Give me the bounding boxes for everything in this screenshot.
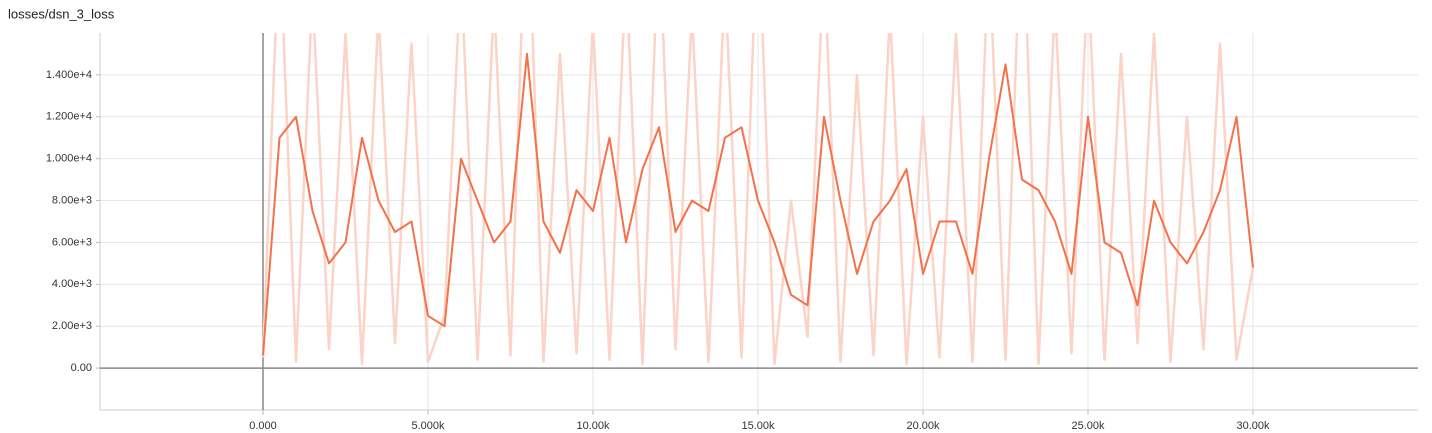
x-tick-label: 30.00k	[1236, 420, 1270, 432]
x-tick-label: 0.000	[249, 420, 277, 432]
series-line	[261, 33, 1255, 366]
x-tick-label: 15.00k	[741, 420, 775, 432]
plot-area	[261, 33, 1255, 366]
grid	[99, 33, 1418, 411]
x-tick-label: 20.00k	[906, 420, 940, 432]
y-tick-label: 1.000e+4	[46, 153, 92, 165]
series-line	[262, 52, 1254, 356]
y-tick-label: 2.00e+3	[52, 320, 92, 332]
y-tick-label: 0.00	[71, 362, 92, 374]
x-tick-label: 5.000k	[411, 420, 445, 432]
x-tick-label: 10.00k	[576, 420, 610, 432]
x-tick-label: 25.00k	[1071, 420, 1105, 432]
y-tick-label: 1.400e+4	[46, 69, 92, 81]
axes: 0.00 2.00e+3 4.00e+3 6.00e+3 8.00e+3 1.000e+4…	[46, 69, 1270, 432]
chart-title: losses/dsn_3_loss	[8, 6, 115, 21]
y-tick-label: 8.00e+3	[52, 194, 92, 206]
y-tick-label: 4.00e+3	[52, 278, 92, 290]
y-tick-label: 1.200e+4	[46, 111, 92, 123]
y-tick-label: 6.00e+3	[52, 236, 92, 248]
